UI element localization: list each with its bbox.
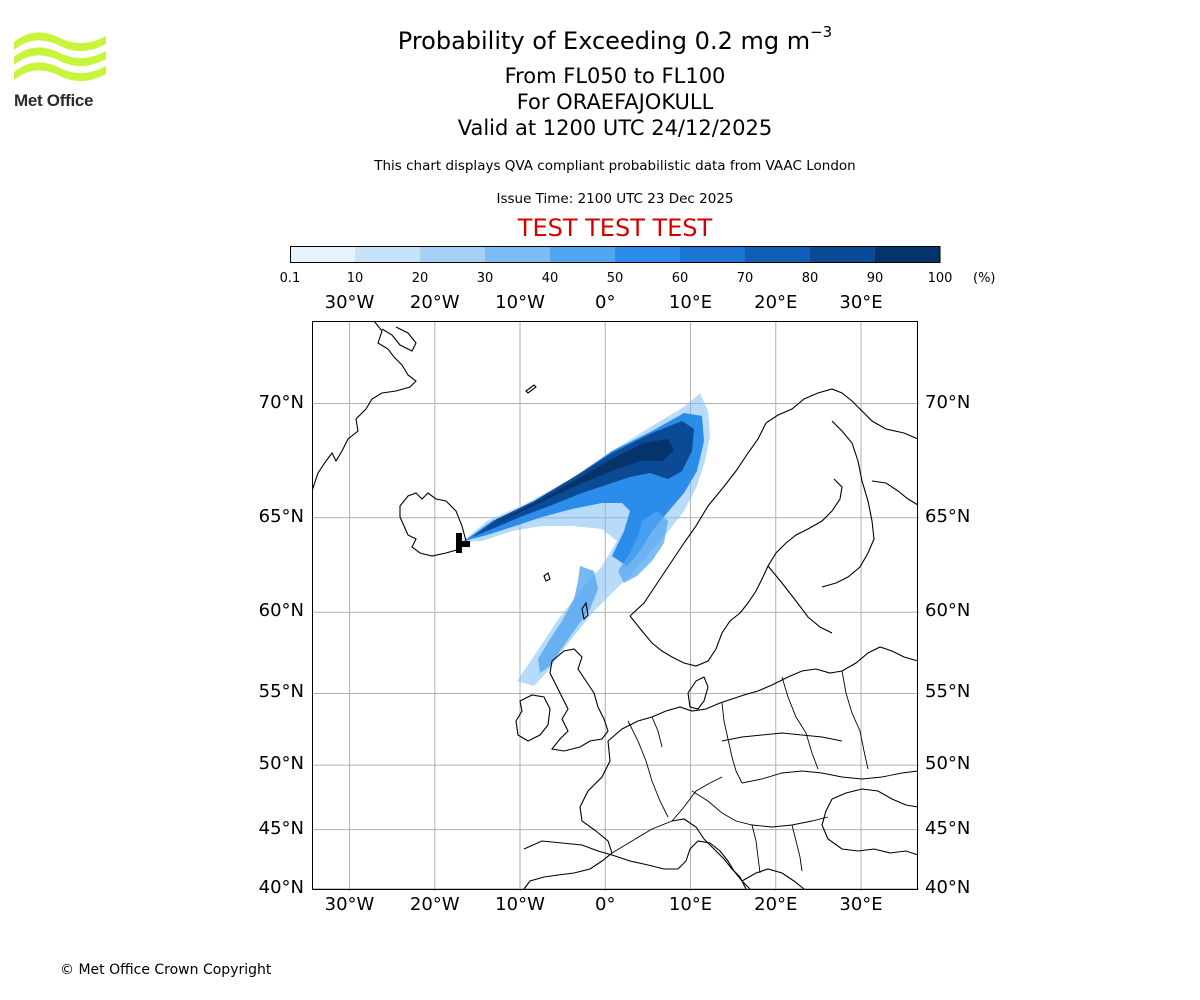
colorbar-segment	[290, 246, 356, 263]
colorbar-tick-label: 60	[671, 271, 689, 286]
colorbar-segment	[745, 246, 811, 263]
plume-band-core	[480, 439, 674, 533]
latitude-label-left: 65°N	[258, 505, 304, 527]
colorbar-unit: (%)	[973, 271, 996, 286]
latitude-label-left: 40°N	[258, 876, 304, 898]
colorbar-segment	[355, 246, 421, 263]
colorbar-tick-label: 80	[801, 271, 819, 286]
colorbar-segment	[420, 246, 486, 263]
longitude-label-bottom: 30°W	[324, 894, 375, 915]
colorbar-tick-label: 0.1	[279, 271, 301, 286]
colorbar-tick-label: 70	[736, 271, 754, 286]
met-office-logo-icon	[14, 32, 106, 82]
logo-text: Met Office	[14, 91, 94, 110]
latitude-label-right: 55°N	[925, 681, 971, 703]
longitude-label-bottom: 30°E	[839, 894, 883, 915]
latitude-label-left: 70°N	[258, 391, 304, 413]
coastlines	[312, 321, 919, 890]
longitude-label-bottom: 10°E	[668, 894, 713, 915]
colorbar-segment	[810, 246, 876, 263]
volcano-marker	[456, 533, 470, 553]
colorbar-segment	[550, 246, 616, 263]
longitude-label-top: 10°E	[668, 292, 713, 313]
latitude-label-right: 45°N	[925, 817, 971, 839]
latitude-label-right: 50°N	[925, 753, 971, 775]
issue-time: Issue Time: 2100 UTC 23 Dec 2025	[496, 191, 734, 207]
colorbar-tick-label: 30	[476, 271, 494, 286]
colorbar-outline	[290, 246, 941, 263]
colorbar-tick-label: 50	[606, 271, 624, 286]
qva-note: This chart displays QVA compliant probab…	[374, 158, 856, 174]
latitude-label-left: 60°N	[258, 600, 304, 622]
latitude-label-left: 55°N	[258, 681, 304, 703]
colorbar-segment	[615, 246, 681, 263]
colorbar-tick-label: 20	[411, 271, 429, 286]
longitude-label-top: 0°	[595, 292, 616, 313]
colorbar-tick-label: 90	[866, 271, 884, 286]
flight-level-range: From FL050 to FL100	[504, 64, 726, 88]
chart-title: Probability of Exceeding 0.2 mg m−3	[397, 23, 833, 55]
longitude-label-bottom: 20°W	[409, 894, 460, 915]
latitude-label-right: 70°N	[925, 391, 971, 413]
longitude-label-bottom: 0°	[595, 894, 616, 915]
latitude-label-left: 45°N	[258, 817, 304, 839]
volcano-name: For ORAEFAJOKULL	[516, 90, 714, 114]
colorbar-segment	[680, 246, 746, 263]
plume-branch-south	[538, 566, 598, 673]
longitude-label-top: 30°W	[324, 292, 375, 313]
longitude-label-bottom: 20°E	[754, 894, 798, 915]
longitude-label-top: 20°E	[754, 292, 798, 313]
latitude-label-left: 50°N	[258, 753, 304, 775]
longitude-label-top: 10°W	[495, 292, 545, 313]
latitude-label-right: 40°N	[925, 876, 971, 898]
colorbar-tick-label: 100	[927, 271, 953, 286]
ash-probability-plume	[462, 393, 710, 686]
plume-branch-east	[618, 511, 668, 583]
longitude-label-top: 30°E	[839, 292, 883, 313]
colorbar-tick-label: 10	[346, 271, 364, 286]
map-panel	[312, 321, 919, 891]
latitude-label-right: 65°N	[925, 505, 971, 527]
latitude-label-right: 60°N	[925, 600, 971, 622]
copyright-text: © Met Office Crown Copyright	[60, 962, 272, 978]
colorbar-segment	[875, 246, 941, 263]
valid-time: Valid at 1200 UTC 24/12/2025	[457, 116, 773, 140]
colorbar-tick-label: 40	[541, 271, 559, 286]
probability-colorbar	[290, 246, 941, 263]
test-banner: TEST TEST TEST	[517, 214, 713, 242]
longitude-label-bottom: 10°W	[495, 894, 545, 915]
colorbar-segment	[485, 246, 551, 263]
longitude-label-top: 20°W	[409, 292, 460, 313]
